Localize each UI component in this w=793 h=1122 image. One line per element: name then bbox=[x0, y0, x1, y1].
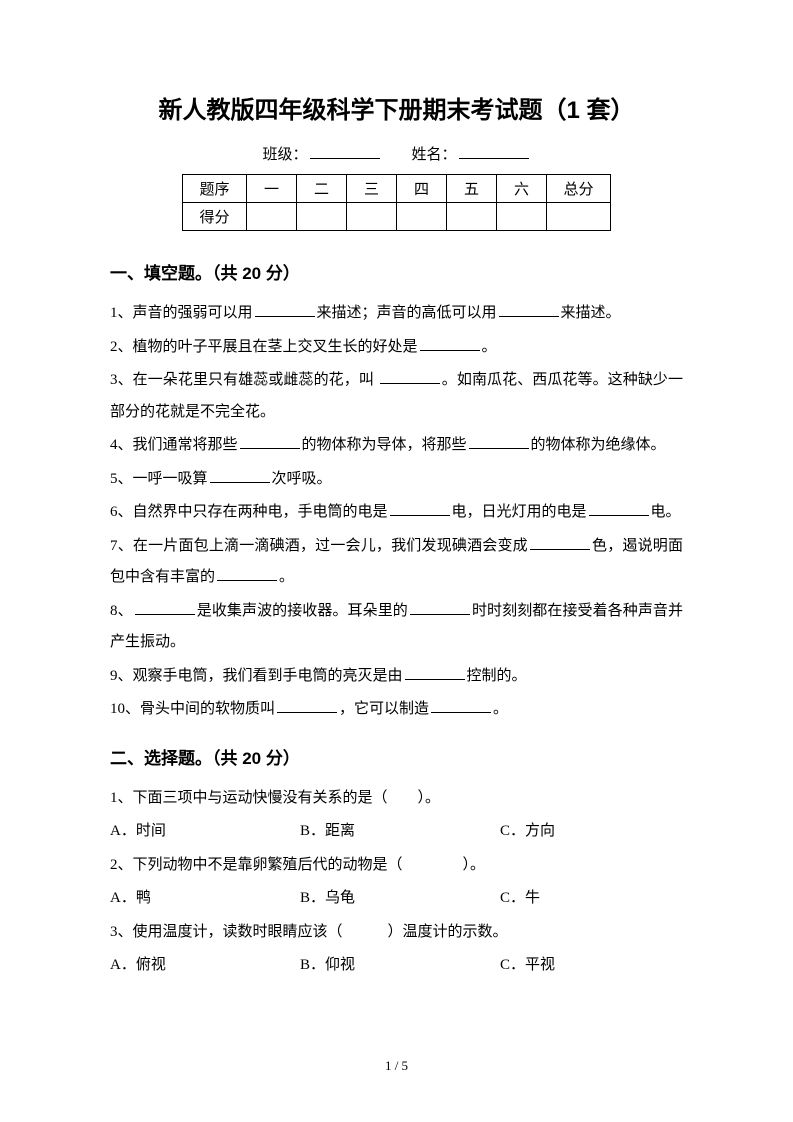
question-text: 5、一呼一吸算 bbox=[110, 471, 208, 487]
question-text: 9、观察手电筒，我们看到手电筒的亮灭是由 bbox=[110, 668, 403, 684]
mc-option[interactable]: A．俯视 bbox=[110, 950, 300, 982]
question-text: 7、在一片面包上滴一滴碘酒，过一会儿，我们发现碘酒会变成 bbox=[110, 538, 528, 554]
fill-blank[interactable] bbox=[431, 698, 491, 713]
mc-stem: 1、下面三项中与运动快慢没有关系的是（ ）。 bbox=[110, 783, 683, 815]
question-text: 3、在一朵花里只有雄蕊或雌蕊的花，叫 bbox=[110, 372, 378, 388]
mc-option[interactable]: B．乌龟 bbox=[300, 883, 500, 915]
mc-options-row: A．鸭B．乌龟C．牛 bbox=[110, 883, 683, 915]
score-cell-blank[interactable] bbox=[297, 203, 347, 231]
score-header-cell: 二 bbox=[297, 175, 347, 203]
fill-blank[interactable] bbox=[405, 665, 465, 680]
fill-blank-item: 3、在一朵花里只有雄蕊或雌蕊的花，叫 。如南瓜花、西瓜花等。这种缺少一部分的花就… bbox=[110, 365, 683, 428]
fill-blank[interactable] bbox=[499, 302, 559, 317]
fill-blank[interactable] bbox=[255, 302, 315, 317]
fill-blank-item: 2、植物的叶子平展且在茎上交叉生长的好处是 。 bbox=[110, 332, 683, 364]
score-cell-blank[interactable] bbox=[497, 203, 547, 231]
page-footer: 1 / 5 bbox=[0, 1058, 793, 1074]
fill-blank-item: 10、骨头中间的软物质叫 ，它可以制造 。 bbox=[110, 694, 683, 726]
name-blank[interactable] bbox=[459, 144, 529, 159]
question-text: 8、 bbox=[110, 603, 133, 619]
score-header-cell: 总分 bbox=[547, 175, 611, 203]
meta-line: 班级： 姓名： bbox=[110, 143, 683, 164]
score-table-score-row: 得分 bbox=[183, 203, 611, 231]
mc-option[interactable]: B．仰视 bbox=[300, 950, 500, 982]
mc-stem: 2、下列动物中不是靠卵繁殖后代的动物是（ ）。 bbox=[110, 850, 683, 882]
mc-option[interactable]: B．距离 bbox=[300, 816, 500, 848]
fill-blank[interactable] bbox=[589, 501, 649, 516]
fill-blank[interactable] bbox=[530, 535, 590, 550]
mc-options-row: A．时间B．距离C．方向 bbox=[110, 816, 683, 848]
mc-option[interactable]: A．时间 bbox=[110, 816, 300, 848]
question-text: 。 bbox=[493, 701, 508, 717]
fill-blank[interactable] bbox=[469, 434, 529, 449]
score-cell-blank[interactable] bbox=[347, 203, 397, 231]
mc-option[interactable]: C．方向 bbox=[500, 816, 555, 848]
question-text: 。 bbox=[482, 339, 497, 355]
section1-body: 1、声音的强弱可以用 来描述；声音的高低可以用 来描述。 2、植物的叶子平展且在茎上交… bbox=[110, 298, 683, 726]
fill-blank[interactable] bbox=[210, 468, 270, 483]
mc-option[interactable]: C．平视 bbox=[500, 950, 555, 982]
fill-blank-item: 1、声音的强弱可以用 来描述；声音的高低可以用 来描述。 bbox=[110, 298, 683, 330]
fill-blank[interactable] bbox=[410, 600, 470, 615]
name-label: 姓名： bbox=[412, 147, 457, 163]
fill-blank-item: 8、是收集声波的接收器。耳朵里的时时刻刻都在接受着各种声音并产生振动。 bbox=[110, 596, 683, 659]
mc-options-row: A．俯视B．仰视C．平视 bbox=[110, 950, 683, 982]
fill-blank[interactable] bbox=[135, 600, 195, 615]
score-row-label: 得分 bbox=[183, 203, 247, 231]
question-text: 。 bbox=[279, 569, 294, 585]
question-text: 6、自然界中只存在两种电，手电筒的电是 bbox=[110, 504, 388, 520]
fill-blank[interactable] bbox=[277, 698, 337, 713]
score-table: 题序一二三四五六总分 得分 bbox=[182, 174, 611, 231]
question-text: 的物体称为绝缘体。 bbox=[531, 437, 666, 453]
class-label: 班级： bbox=[262, 147, 307, 163]
question-text: 来描述。 bbox=[561, 305, 621, 321]
fill-blank[interactable] bbox=[217, 566, 277, 581]
question-text: 次呼吸。 bbox=[272, 471, 332, 487]
class-blank[interactable] bbox=[310, 144, 380, 159]
fill-blank-item: 5、一呼一吸算 次呼吸。 bbox=[110, 464, 683, 496]
fill-blank-item: 6、自然界中只存在两种电，手电筒的电是 电，日光灯用的电是 电。 bbox=[110, 497, 683, 529]
score-table-header-row: 题序一二三四五六总分 bbox=[183, 175, 611, 203]
mc-option[interactable]: C．牛 bbox=[500, 883, 540, 915]
question-text: 是收集声波的接收器。耳朵里的 bbox=[197, 603, 408, 619]
mc-option[interactable]: A．鸭 bbox=[110, 883, 300, 915]
question-text: 4、我们通常将那些 bbox=[110, 437, 238, 453]
score-cell-blank[interactable] bbox=[547, 203, 611, 231]
question-text: 2、植物的叶子平展且在茎上交叉生长的好处是 bbox=[110, 339, 418, 355]
mc-stem: 3、使用温度计，读数时眼睛应该（ ）温度计的示数。 bbox=[110, 917, 683, 949]
fill-blank[interactable] bbox=[240, 434, 300, 449]
score-header-cell: 题序 bbox=[183, 175, 247, 203]
question-text: 的物体称为导体，将那些 bbox=[302, 437, 467, 453]
page-title: 新人教版四年级科学下册期末考试题（1 套） bbox=[110, 90, 683, 125]
question-text: 电，日光灯用的电是 bbox=[452, 504, 587, 520]
score-header-cell: 五 bbox=[447, 175, 497, 203]
score-header-cell: 三 bbox=[347, 175, 397, 203]
fill-blank[interactable] bbox=[380, 369, 440, 384]
fill-blank-item: 9、观察手电筒，我们看到手电筒的亮灭是由 控制的。 bbox=[110, 661, 683, 693]
section1-heading: 一、填空题。（共 20 分） bbox=[110, 259, 683, 284]
question-text: 1、声音的强弱可以用 bbox=[110, 305, 253, 321]
question-text: 来描述；声音的高低可以用 bbox=[317, 305, 497, 321]
question-text: 电。 bbox=[651, 504, 681, 520]
section2-body: 1、下面三项中与运动快慢没有关系的是（ ）。A．时间B．距离C．方向2、下列动物… bbox=[110, 783, 683, 982]
question-text: 10、骨头中间的软物质叫 bbox=[110, 701, 275, 717]
score-cell-blank[interactable] bbox=[397, 203, 447, 231]
fill-blank[interactable] bbox=[390, 501, 450, 516]
score-header-cell: 一 bbox=[247, 175, 297, 203]
fill-blank[interactable] bbox=[420, 336, 480, 351]
score-header-cell: 六 bbox=[497, 175, 547, 203]
question-text: 控制的。 bbox=[467, 668, 527, 684]
fill-blank-item: 7、在一片面包上滴一滴碘酒，过一会儿，我们发现碘酒会变成色，遏说明面包中含有丰富… bbox=[110, 531, 683, 594]
score-header-cell: 四 bbox=[397, 175, 447, 203]
fill-blank-item: 4、我们通常将那些 的物体称为导体，将那些 的物体称为绝缘体。 bbox=[110, 430, 683, 462]
section2-heading: 二、选择题。（共 20 分） bbox=[110, 744, 683, 769]
score-cell-blank[interactable] bbox=[247, 203, 297, 231]
question-text: ，它可以制造 bbox=[339, 701, 429, 717]
score-cell-blank[interactable] bbox=[447, 203, 497, 231]
